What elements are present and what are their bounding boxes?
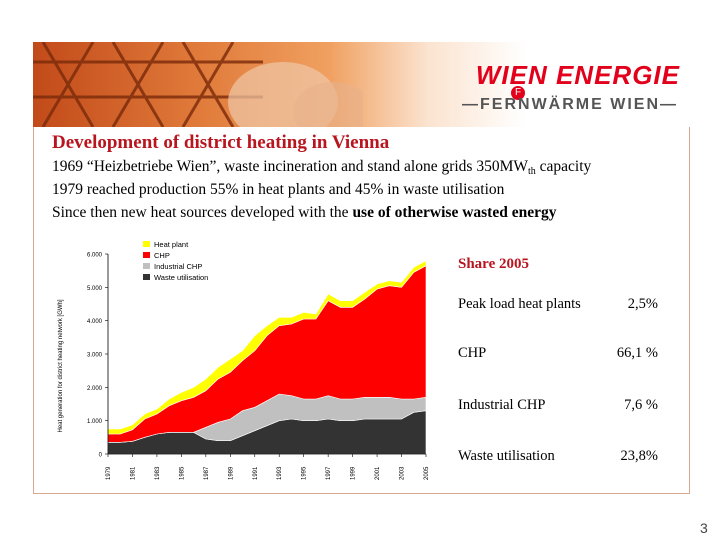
page-number: 3 bbox=[700, 520, 708, 536]
y-tick-label: 6.000 bbox=[87, 253, 103, 259]
share-label: CHP bbox=[458, 345, 487, 361]
x-tick-label: 2003 bbox=[400, 466, 406, 480]
legend-label: Industrial CHP bbox=[154, 262, 202, 271]
share-label: Waste utilisation bbox=[458, 448, 555, 464]
x-tick-label: 1987 bbox=[204, 466, 210, 480]
x-tick-label: 1995 bbox=[302, 466, 308, 480]
y-axis-label: Heat generation for district heating net… bbox=[58, 299, 64, 432]
slide-title: Development of district heating in Vienn… bbox=[52, 132, 390, 153]
legend-swatch bbox=[143, 263, 150, 269]
y-tick-label: 1.000 bbox=[87, 419, 103, 425]
text-line-1-subscript: th bbox=[528, 166, 536, 177]
legend-label: Heat plant bbox=[154, 240, 189, 249]
share-value: 23,8% bbox=[620, 448, 658, 464]
legend-swatch bbox=[143, 252, 150, 258]
y-tick-label: 0 bbox=[99, 453, 103, 459]
legend-swatch bbox=[143, 274, 150, 280]
company-logo-subtitle: —FERNWÄRME WIEN— bbox=[462, 96, 678, 113]
y-tick-label: 5.000 bbox=[87, 286, 103, 292]
heat-generation-chart: 0 1.000 2.000 3.000 4.000 5.000 6.000 1979 1981 1… bbox=[58, 240, 430, 480]
y-tick-label: 4.000 bbox=[87, 319, 103, 325]
legend-label: Waste utilisation bbox=[154, 273, 208, 282]
share-value: 66,1 % bbox=[616, 345, 658, 361]
header-banner: F WIEN ENERGIE —FERNWÄRME WIEN— bbox=[33, 42, 690, 127]
text-line-3-bold: use of otherwise wasted energy bbox=[352, 204, 557, 221]
share-value: 7,6 % bbox=[624, 397, 658, 413]
x-tick-label: 1981 bbox=[130, 466, 136, 480]
share-title: Share 2005 bbox=[458, 256, 529, 272]
text-line-1-main: 1969 “Heizbetriebe Wien”, waste incinera… bbox=[52, 158, 528, 175]
share-label: Industrial CHP bbox=[458, 397, 546, 413]
x-tick-label: 1993 bbox=[277, 466, 283, 480]
share-value: 2,5% bbox=[627, 296, 658, 312]
x-tick-label: 1979 bbox=[106, 466, 112, 480]
legend-label: CHP bbox=[154, 251, 170, 260]
x-tick-label: 1983 bbox=[155, 466, 161, 480]
area-heat-plant bbox=[107, 260, 427, 435]
text-line-1-end: capacity bbox=[535, 158, 592, 175]
x-tick-label: 2001 bbox=[375, 466, 381, 480]
legend-swatch bbox=[143, 241, 150, 247]
company-logo: WIEN ENERGIE bbox=[475, 60, 680, 90]
text-line-1: 1969 “Heizbetriebe Wien”, waste incinera… bbox=[52, 158, 591, 177]
x-tick-label: 1989 bbox=[228, 466, 234, 480]
x-tick-label: 1985 bbox=[179, 466, 185, 480]
x-tick-label: 1997 bbox=[326, 466, 332, 480]
power-plant-photo bbox=[33, 42, 363, 127]
share-label: Peak load heat plants bbox=[458, 296, 581, 312]
x-tick-label: 1991 bbox=[253, 466, 259, 480]
y-tick-label: 3.000 bbox=[87, 353, 103, 359]
x-tick-label: 1999 bbox=[351, 466, 357, 480]
text-line-3-main: Since then new heat sources developed wi… bbox=[52, 204, 353, 221]
text-line-3: Since then new heat sources developed wi… bbox=[52, 204, 556, 222]
logo-mark-icon: F bbox=[511, 86, 525, 100]
y-tick-label: 2.000 bbox=[87, 386, 103, 392]
text-line-2: 1979 reached production 55% in heat plan… bbox=[52, 181, 505, 198]
x-tick-label: 2005 bbox=[424, 466, 430, 480]
